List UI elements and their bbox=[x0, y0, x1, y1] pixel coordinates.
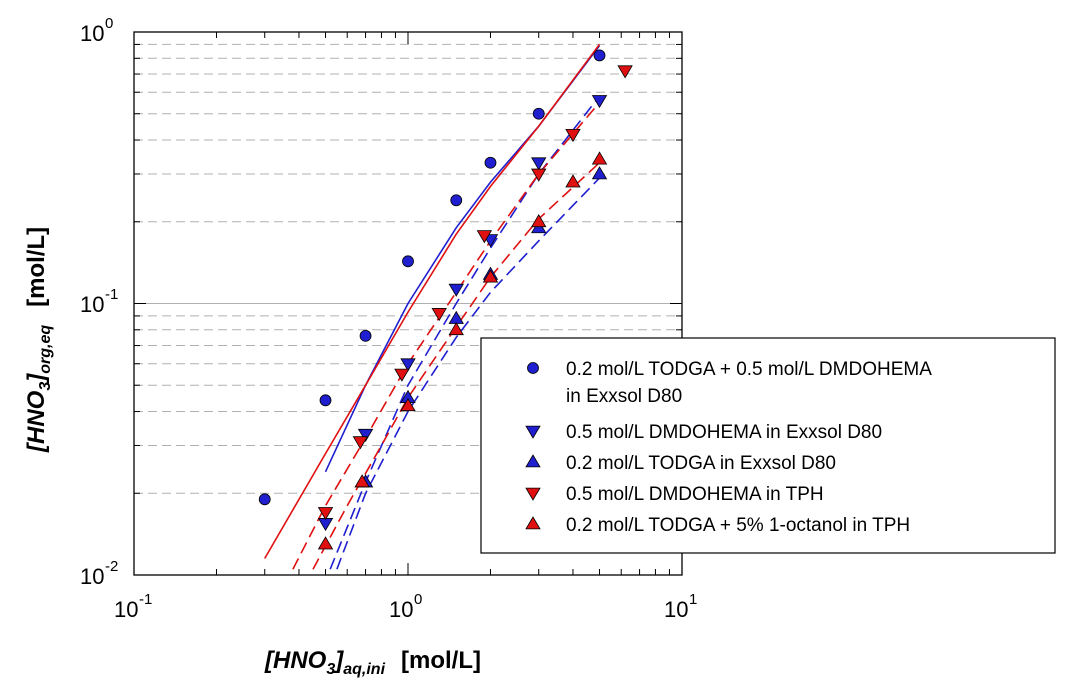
legend-label-0-line2: in Exxsol D80 bbox=[566, 386, 682, 407]
y-tick-label-2: 10 0 bbox=[80, 15, 113, 46]
data-point-s4-7 bbox=[591, 151, 608, 165]
data-point-s0-6 bbox=[532, 107, 545, 120]
x-tick-label-0: 10 -1 bbox=[114, 591, 152, 622]
legend-marker-1 bbox=[525, 425, 541, 439]
legend-label-2: 0.2 mol/L TODGA in Exxsol D80 bbox=[566, 453, 836, 474]
svg-text:-1: -1 bbox=[139, 591, 152, 608]
fit-curve-3 bbox=[292, 101, 601, 570]
data-point-s2-5 bbox=[591, 166, 608, 180]
svg-text:10: 10 bbox=[114, 597, 138, 622]
legend-marker-3 bbox=[525, 487, 541, 501]
legend-box bbox=[480, 337, 1056, 554]
data-point-s0-7 bbox=[593, 49, 606, 62]
data-point-s4-6 bbox=[565, 174, 581, 188]
data-point-s0-3 bbox=[402, 255, 414, 268]
data-point-s3-0 bbox=[317, 507, 334, 521]
svg-text:-2: -2 bbox=[105, 558, 118, 575]
data-point-s1-1 bbox=[357, 428, 374, 443]
legend-marker-2 bbox=[525, 454, 541, 468]
y-axis-title: [HNO3]org,eq[mol/L] bbox=[23, 227, 54, 453]
legend-label-1: 0.5 mol/L DMDOHEMA in Exxsol D80 bbox=[566, 422, 882, 443]
data-point-s4-2 bbox=[400, 397, 416, 412]
data-point-s3-2 bbox=[394, 368, 410, 382]
fit-curve-4 bbox=[312, 162, 601, 570]
data-point-s3-1 bbox=[352, 436, 369, 450]
data-point-s0-4 bbox=[450, 194, 463, 207]
data-point-s1-6 bbox=[591, 95, 608, 109]
legend-marker-4 bbox=[525, 516, 541, 530]
fit-curve-5 bbox=[264, 43, 601, 559]
x-axis-title: [HNO3]aq,ini [mol/L] bbox=[264, 647, 481, 678]
x-tick-label-1: 10 0 bbox=[389, 591, 422, 622]
data-point-s4-1 bbox=[354, 474, 370, 488]
legend: 0.2 mol/L TODGA + 0.5 mol/L DMDOHEMA in … bbox=[480, 337, 1056, 554]
svg-text:0: 0 bbox=[414, 591, 422, 608]
data-point-s1-2 bbox=[400, 358, 416, 372]
data-point-s3-4 bbox=[476, 230, 493, 244]
y-tick-label-1: 10 -1 bbox=[80, 286, 118, 317]
data-point-s0-1 bbox=[319, 394, 332, 407]
data-point-s3-3 bbox=[431, 308, 447, 322]
svg-text:-1: -1 bbox=[105, 286, 118, 303]
svg-text:10: 10 bbox=[80, 21, 104, 46]
axis-ticks bbox=[133, 32, 682, 576]
svg-text:0: 0 bbox=[105, 15, 113, 32]
data-point-s3-6 bbox=[565, 128, 581, 143]
legend-label-3: 0.5 mol/L DMDOHEMA in TPH bbox=[566, 484, 824, 505]
fit-curve-2 bbox=[336, 177, 601, 570]
legend-label-0: 0.2 mol/L TODGA + 0.5 mol/L DMDOHEMA bbox=[566, 359, 932, 380]
svg-text:10: 10 bbox=[80, 292, 104, 317]
svg-text:10: 10 bbox=[80, 564, 104, 589]
data-markers bbox=[258, 49, 633, 550]
svg-text:10: 10 bbox=[664, 597, 688, 622]
data-point-s4-5 bbox=[531, 213, 547, 228]
data-point-s1-5 bbox=[531, 157, 547, 171]
data-point-s0-0 bbox=[258, 493, 271, 506]
data-point-s3-7 bbox=[617, 65, 633, 79]
legend-marker-0 bbox=[527, 362, 539, 374]
data-point-s3-5 bbox=[531, 168, 547, 182]
y-tick-label-0: 10 -2 bbox=[80, 558, 118, 589]
data-point-s1-3 bbox=[448, 283, 464, 297]
svg-text:10: 10 bbox=[389, 597, 413, 622]
x-tick-label-2: 10 1 bbox=[664, 591, 697, 622]
data-point-s0-2 bbox=[359, 329, 372, 342]
legend-label-4: 0.2 mol/L TODGA + 5% 1-octanol in TPH bbox=[566, 515, 910, 536]
data-point-s4-4 bbox=[482, 269, 499, 283]
data-point-s4-3 bbox=[448, 322, 464, 336]
svg-text:1: 1 bbox=[689, 591, 697, 608]
data-point-s2-2 bbox=[448, 310, 464, 324]
data-point-s0-5 bbox=[484, 156, 497, 169]
legend-markers bbox=[525, 362, 541, 530]
data-point-s4-0 bbox=[317, 536, 334, 550]
